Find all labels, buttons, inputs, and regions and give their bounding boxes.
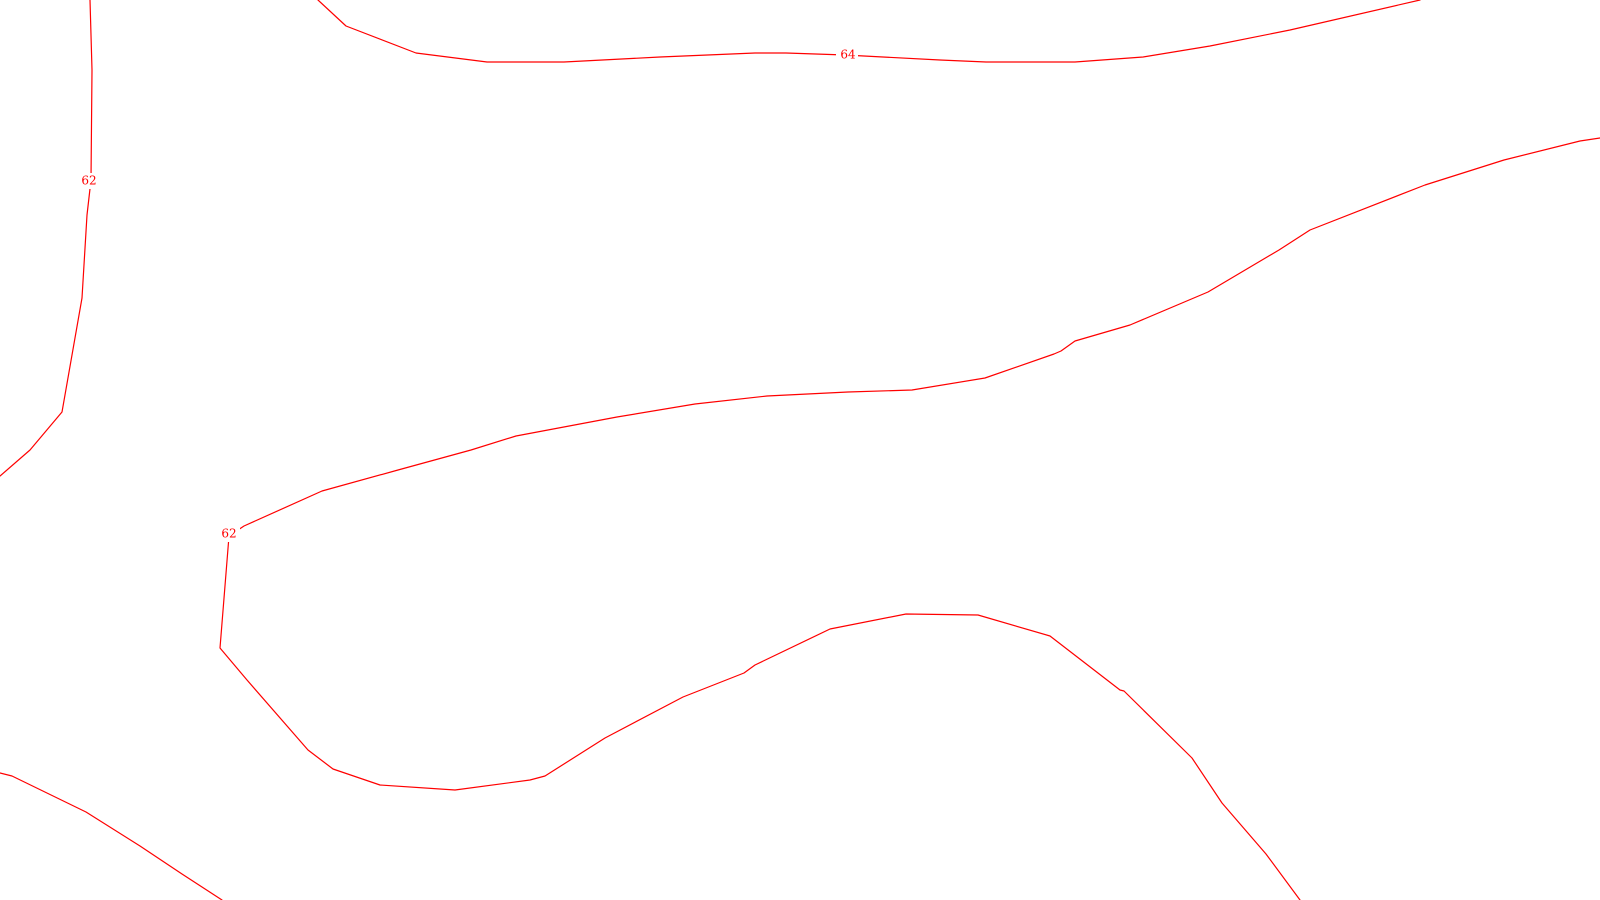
contour-line-62-left [0, 0, 93, 477]
label-62-middle-knockout [218, 526, 240, 542]
contour-line-bottom-left [0, 772, 223, 900]
contour-label-62-left: 62 [81, 174, 96, 188]
contour-label-62-middle: 62 [221, 527, 236, 541]
contour-line-64-top [317, 0, 1421, 63]
label-62-left-knockout [78, 173, 100, 189]
label-64-knockout [836, 46, 858, 62]
contour-label-64: 64 [840, 48, 856, 62]
